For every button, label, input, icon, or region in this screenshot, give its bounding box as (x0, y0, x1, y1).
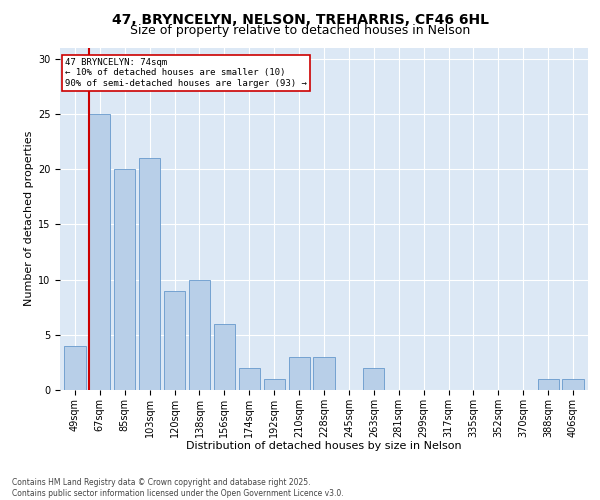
Y-axis label: Number of detached properties: Number of detached properties (23, 131, 34, 306)
Bar (538, 379, 559, 390)
Bar (64, 346, 86, 390)
Text: Size of property relative to detached houses in Nelson: Size of property relative to detached ho… (130, 24, 470, 37)
Bar (363, 368, 385, 390)
Text: Contains HM Land Registry data © Crown copyright and database right 2025.
Contai: Contains HM Land Registry data © Crown c… (12, 478, 344, 498)
Bar (139, 158, 160, 390)
X-axis label: Distribution of detached houses by size in Nelson: Distribution of detached houses by size … (186, 441, 462, 451)
Text: 47 BRYNCELYN: 74sqm
← 10% of detached houses are smaller (10)
90% of semi-detach: 47 BRYNCELYN: 74sqm ← 10% of detached ho… (65, 58, 307, 88)
Bar (189, 280, 210, 390)
Bar (164, 290, 185, 390)
Bar (289, 357, 310, 390)
Bar (214, 324, 235, 390)
Bar (114, 169, 136, 390)
Bar (89, 114, 110, 390)
Bar (263, 379, 285, 390)
Bar (239, 368, 260, 390)
Bar (313, 357, 335, 390)
Bar (562, 379, 584, 390)
Text: 47, BRYNCELYN, NELSON, TREHARRIS, CF46 6HL: 47, BRYNCELYN, NELSON, TREHARRIS, CF46 6… (112, 12, 488, 26)
